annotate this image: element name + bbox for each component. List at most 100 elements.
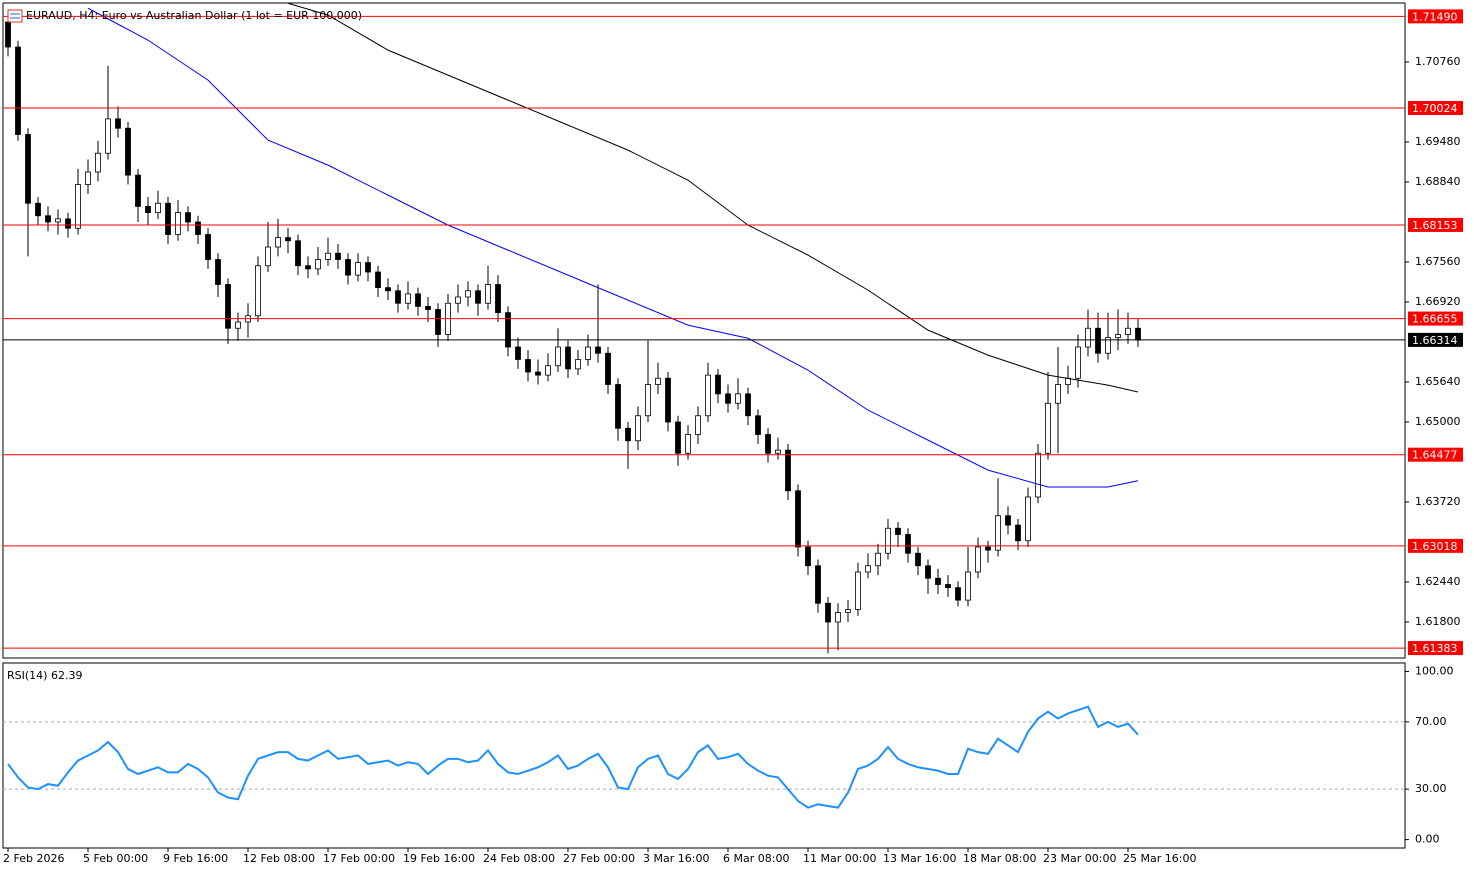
candle-body xyxy=(335,252,341,260)
y-tick-label: 1.65640 xyxy=(1415,375,1461,388)
candle-body xyxy=(645,384,651,417)
candle-body xyxy=(865,565,871,573)
candle-body xyxy=(805,546,811,567)
candle-body xyxy=(1045,402,1051,454)
candle-body xyxy=(365,262,371,273)
candle-body xyxy=(145,205,151,214)
main-frame xyxy=(2,2,1406,659)
candle-body xyxy=(815,565,821,604)
x-tick-label: 3 Mar 16:00 xyxy=(643,852,709,865)
price-level-label: 1.68153 xyxy=(1412,219,1458,232)
candle-body xyxy=(985,546,991,551)
candle-body xyxy=(55,218,61,223)
candle-body xyxy=(955,587,961,601)
candle-body xyxy=(185,212,191,223)
candle-body xyxy=(1015,524,1021,542)
candle-body xyxy=(1105,337,1111,354)
x-tick-label: 2 Feb 2026 xyxy=(3,852,64,865)
candle-body xyxy=(685,434,691,454)
y-tick-label: 70.00 xyxy=(1415,715,1447,728)
candle-body xyxy=(305,265,311,270)
price-level-label: 1.66314 xyxy=(1412,334,1458,347)
y-tick-label: 1.69480 xyxy=(1415,135,1461,148)
candle-body xyxy=(585,346,591,360)
candle-body xyxy=(755,415,761,435)
candle-body xyxy=(965,571,971,601)
x-tick-label: 18 Mar 08:00 xyxy=(963,852,1036,865)
candle-body xyxy=(285,237,291,242)
y-tick-label: 1.63720 xyxy=(1415,495,1461,508)
candle-body xyxy=(695,415,701,435)
x-tick-label: 17 Feb 00:00 xyxy=(323,852,395,865)
candle-body xyxy=(1025,496,1031,542)
price-level-label: 1.70024 xyxy=(1412,102,1458,115)
candle-body xyxy=(555,346,561,367)
price-level-label: 1.64477 xyxy=(1412,449,1458,462)
candle-body xyxy=(705,374,711,417)
candle-body xyxy=(425,305,431,310)
candle-body xyxy=(325,252,331,260)
candle-body xyxy=(665,377,671,423)
chart-title: EURAUD, H4: Euro vs Australian Dollar (1… xyxy=(26,9,362,22)
y-tick-label: 0.00 xyxy=(1415,833,1440,846)
candle-body xyxy=(1075,346,1081,379)
candle-body xyxy=(395,290,401,304)
candle-body xyxy=(545,365,551,376)
candle-body xyxy=(505,312,511,348)
candle-body xyxy=(5,21,11,48)
candle-body xyxy=(205,234,211,260)
candle-body xyxy=(675,421,681,454)
rsi-title: RSI(14) 62.39 xyxy=(7,669,82,682)
x-tick-label: 25 Mar 16:00 xyxy=(1123,852,1196,865)
x-tick-label: 13 Mar 16:00 xyxy=(883,852,956,865)
x-tick-label: 11 Mar 00:00 xyxy=(803,852,876,865)
candle-body xyxy=(605,352,611,385)
candle-body xyxy=(95,152,101,173)
y-tick-label: 1.70760 xyxy=(1415,55,1461,68)
candle-body xyxy=(1115,334,1121,339)
candle-body xyxy=(45,215,51,223)
candle-body xyxy=(105,118,111,154)
price-level-tag xyxy=(1408,641,1463,656)
plot-layer: 1.70760 1.69480 1.68840 1.67560 1.66920 1.656… xyxy=(3,3,1463,865)
moving-average xyxy=(287,3,1139,393)
candle-body xyxy=(25,134,31,204)
y-tick-label: 1.61800 xyxy=(1415,615,1461,628)
candle-body xyxy=(945,584,951,589)
candle-body xyxy=(35,202,41,217)
moving-average xyxy=(87,7,1139,488)
candle-body xyxy=(275,237,281,248)
candle-body xyxy=(115,118,121,129)
candle-body xyxy=(575,359,581,370)
candle-body xyxy=(1095,327,1101,354)
candle-body xyxy=(485,284,491,304)
y-tick-label: 1.67560 xyxy=(1415,255,1461,268)
x-tick-label: 9 Feb 16:00 xyxy=(163,852,228,865)
candle-body xyxy=(715,374,721,395)
symbol-icon xyxy=(7,9,23,23)
rsi-frame xyxy=(2,662,1406,849)
x-tick-label: 19 Feb 16:00 xyxy=(403,852,475,865)
candle-body xyxy=(735,393,741,404)
rsi xyxy=(7,705,1139,809)
candle-body xyxy=(225,284,231,329)
candle-body xyxy=(475,290,481,304)
candle-body xyxy=(235,321,241,329)
candle-body xyxy=(415,293,421,307)
candle-body xyxy=(895,527,901,535)
candle-body xyxy=(655,377,661,385)
candle-body xyxy=(855,571,861,610)
candle-body xyxy=(75,184,81,229)
candle-body xyxy=(455,296,461,304)
price-level-tag xyxy=(1408,447,1463,462)
candle-body xyxy=(875,552,881,567)
y-tick-label: 30.00 xyxy=(1415,782,1447,795)
candle-body xyxy=(385,287,391,292)
price-level-tag xyxy=(1408,101,1463,115)
x-tick-label: 23 Mar 00:00 xyxy=(1043,852,1116,865)
candle-body xyxy=(725,393,731,404)
price-level-label: 1.66655 xyxy=(1412,313,1458,326)
candle-body xyxy=(915,552,921,567)
candle-body xyxy=(345,259,351,276)
price-level-tag xyxy=(1408,332,1463,347)
